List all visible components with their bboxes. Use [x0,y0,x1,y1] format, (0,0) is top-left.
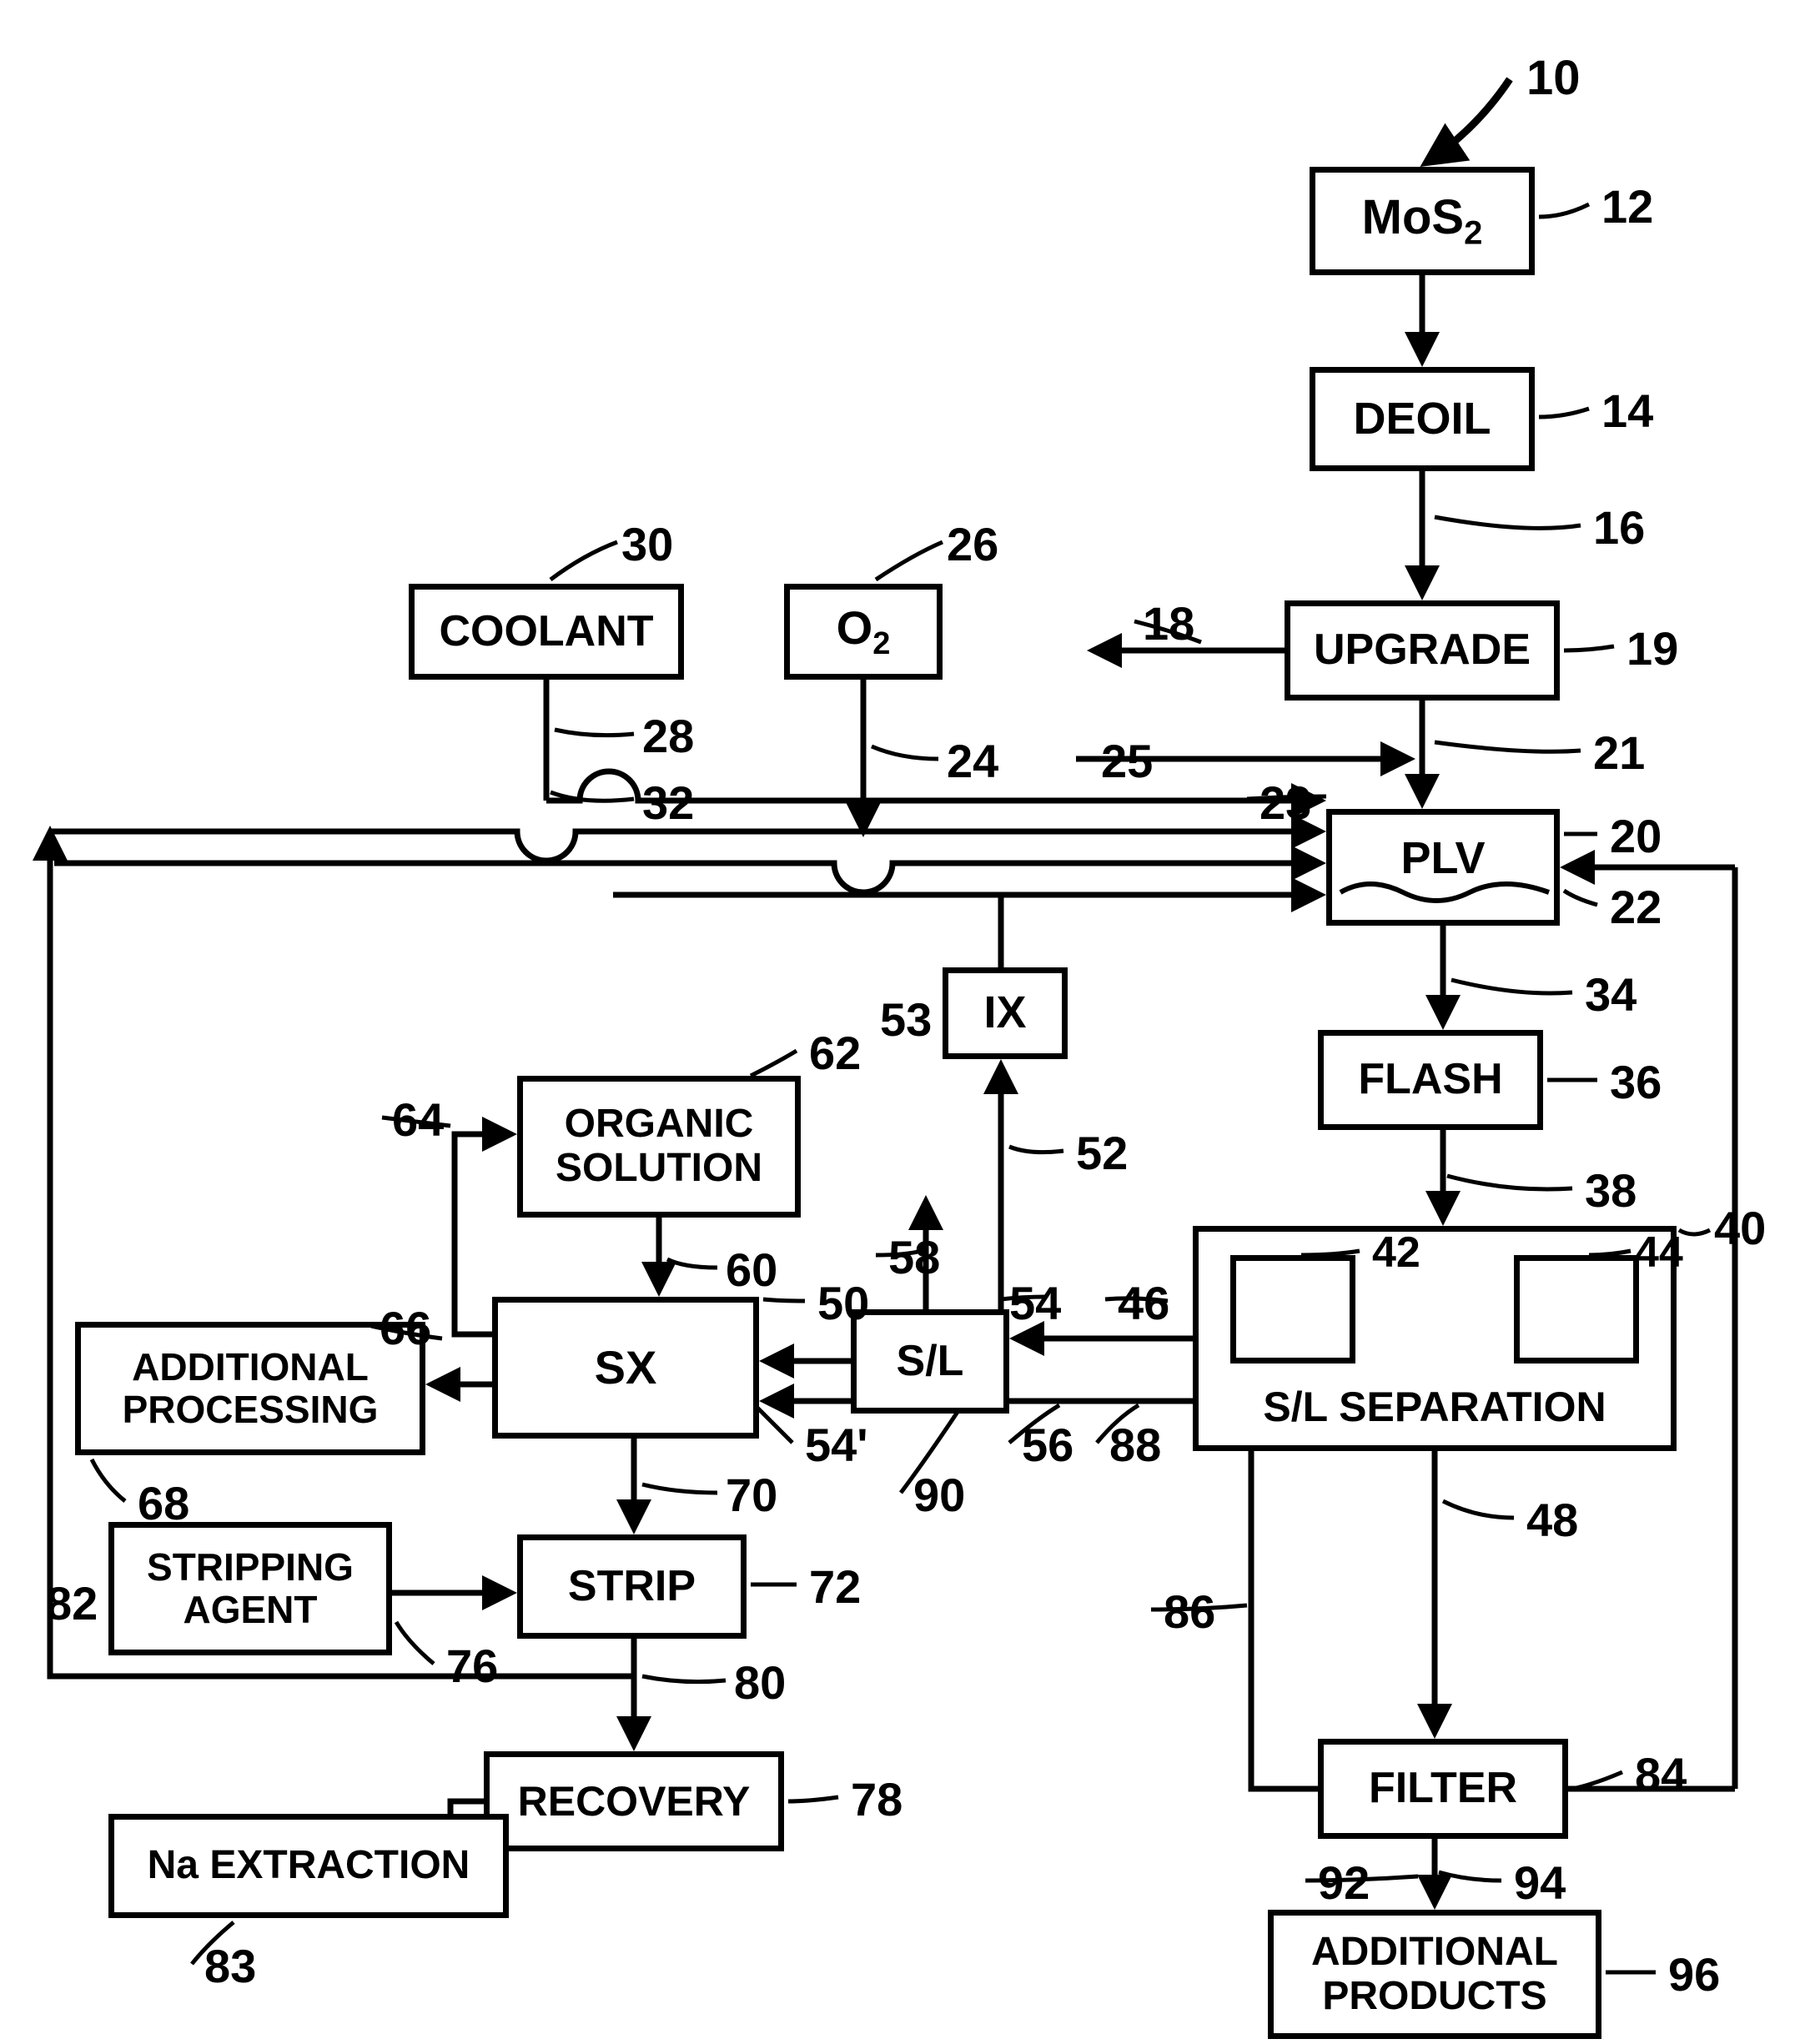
node-sl: S/L [851,1309,1009,1414]
ref-label-38: 38 [1585,1163,1637,1218]
ref-label-26: 26 [947,517,998,571]
plv-wave-icon [1336,880,1553,905]
ref-label-54: 54 [1009,1276,1061,1330]
ref-label-64: 64 [392,1092,444,1147]
ref-label-84: 84 [1635,1747,1687,1801]
ref-label-94: 94 [1514,1856,1566,1910]
ref-label-54p: 54' [805,1418,868,1472]
ref-label-46: 46 [1118,1276,1169,1330]
node-additional-products: ADDITIONAL PRODUCTS [1268,1910,1601,2039]
ref-label-62: 62 [809,1026,861,1080]
node-slsep-inner-44 [1514,1255,1639,1364]
ref-label-68: 68 [138,1476,189,1530]
ref-label-24: 24 [947,734,998,788]
ref-label-42: 42 [1372,1228,1420,1278]
node-na-extraction: Na EXTRACTION [108,1814,509,1918]
ref-label-22: 22 [1610,880,1662,934]
node-ix: IX [943,967,1068,1059]
node-additional-processing: ADDITIONAL PROCESSING [75,1322,425,1455]
ref-label-86: 86 [1164,1584,1215,1639]
ref-label-21: 21 [1593,726,1645,780]
ref-label-28: 28 [642,709,694,763]
ref-label-30: 30 [621,517,673,571]
ref-label-76: 76 [446,1639,498,1693]
node-recovery: RECOVERY [484,1751,784,1851]
node-strip: STRIP [517,1534,747,1639]
ref-label-56: 56 [1022,1418,1073,1472]
ref-label-78: 78 [851,1772,902,1826]
ref-label-82: 82 [46,1576,98,1630]
ref-label-12: 12 [1601,179,1653,234]
ref-label-23: 23 [1259,776,1311,830]
node-organic-solution: ORGANIC SOLUTION [517,1076,801,1218]
node-slsep-inner-42 [1230,1255,1355,1364]
ref-label-40: 40 [1714,1201,1766,1255]
ref-label-19: 19 [1627,621,1678,675]
node-filter: FILTER [1318,1739,1568,1839]
ref-label-58: 58 [888,1230,940,1284]
node-mos2: MoS2 [1310,167,1535,275]
ref-label-80: 80 [734,1655,786,1710]
node-coolant: COOLANT [409,584,684,680]
node-flash: FLASH [1318,1030,1543,1130]
ref-label-72: 72 [809,1559,861,1614]
ref-label-70: 70 [726,1468,777,1522]
ref-label-88: 88 [1109,1418,1161,1472]
ref-label-60: 60 [726,1243,777,1297]
ref-label-92: 92 [1318,1856,1370,1910]
ref-label-66: 66 [380,1301,431,1355]
ref-label-20: 20 [1610,809,1662,863]
node-plv: PLV [1326,809,1560,926]
ref-label-44: 44 [1635,1228,1683,1278]
ref-label-18: 18 [1143,596,1194,650]
ref-label-50: 50 [817,1276,869,1330]
ref-label-16: 16 [1593,500,1645,555]
ref-label-10: 10 [1526,50,1581,106]
node-o2: O2 [784,584,943,680]
node-sx: SX [492,1297,759,1439]
ref-label-90: 90 [913,1468,965,1522]
ref-label-96: 96 [1668,1947,1720,2001]
ref-label-36: 36 [1610,1055,1662,1109]
node-upgrade: UPGRADE [1285,600,1560,701]
ref-label-83: 83 [204,1939,256,1993]
ref-label-48: 48 [1526,1493,1578,1547]
ref-label-34: 34 [1585,967,1637,1022]
ref-label-14: 14 [1601,384,1653,438]
node-deoil: DEOIL [1310,367,1535,471]
diagram-canvas: MoS2 DEOIL UPGRADE COOLANT O2 PLV IX FLA… [0,0,1805,2044]
ref-label-52: 52 [1076,1126,1128,1180]
ref-label-25: 25 [1101,734,1153,788]
ref-label-53: 53 [880,992,932,1047]
node-stripping-agent: STRIPPING AGENT [108,1522,392,1655]
ref-label-32: 32 [642,776,694,830]
